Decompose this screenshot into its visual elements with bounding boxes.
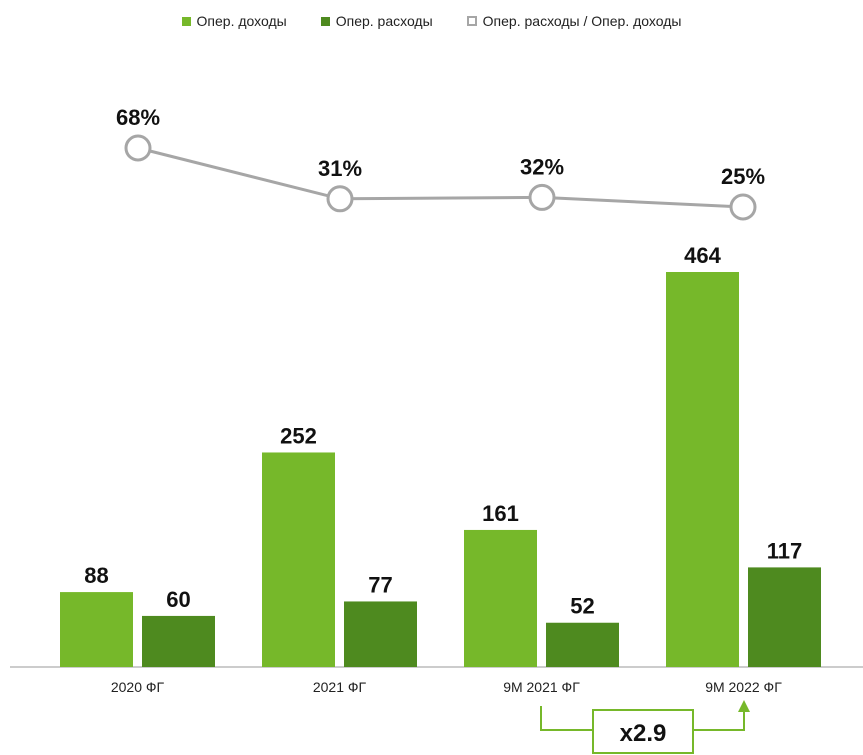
bar-revenue-0 [60,592,133,667]
data-label-revenue-1: 252 [280,423,317,448]
legend-swatch-ratio [466,16,477,26]
legend: Опер. доходы Опер. расходы Опер. расходы… [0,10,863,32]
ratio-point-2 [528,183,556,211]
legend-label-revenue: Опер. доходы [196,13,287,29]
bar-revenue-3 [666,272,739,667]
growth-bracket-right [693,710,745,731]
legend-swatch-revenue [181,16,191,26]
legend-label-expenses: Опер. расходы [335,13,433,29]
growth-box [592,709,694,754]
ratio-point-0 [124,134,152,162]
category-label-0: 2020 ФГ [111,679,165,695]
bar-revenue-1 [262,452,335,667]
data-label-revenue-2: 161 [482,501,519,526]
ratio-label-3: 25% [721,164,765,189]
ratio-label-2: 32% [520,154,564,179]
bar-revenue-2 [464,529,537,667]
data-label-expenses-0: 60 [166,587,190,612]
category-label-2: 9М 2021 ФГ [503,679,580,695]
ratio-label-0: 68% [116,105,160,130]
growth-arrowhead [738,700,750,712]
legend-swatch-expenses [320,16,330,26]
legend-item-revenue: Опер. доходы [181,13,287,29]
bar-expenses-0 [142,615,215,667]
category-label-3: 9М 2022 ФГ [705,679,782,695]
data-label-expenses-2: 52 [570,594,594,619]
bar-expenses-2 [546,622,619,667]
growth-bracket-left [540,706,593,731]
ratio-line [137,146,744,209]
data-label-revenue-0: 88 [84,563,108,588]
ratio-point-3 [729,193,757,221]
legend-item-expenses: Опер. расходы [320,13,433,29]
ratio-point-1 [326,185,354,213]
bar-expenses-1 [344,601,417,667]
data-label-expenses-3: 117 [767,538,803,563]
legend-item-ratio: Опер. расходы / Опер. доходы [466,13,682,29]
legend-label-ratio: Опер. расходы / Опер. доходы [482,13,682,29]
growth-multiplier-label: x2.9 [620,720,667,747]
data-label-expenses-1: 77 [368,572,392,597]
bar-expenses-3 [748,567,821,667]
data-label-revenue-3: 464 [684,243,721,268]
ratio-label-1: 31% [318,156,362,181]
category-label-1: 2021 ФГ [313,679,367,695]
